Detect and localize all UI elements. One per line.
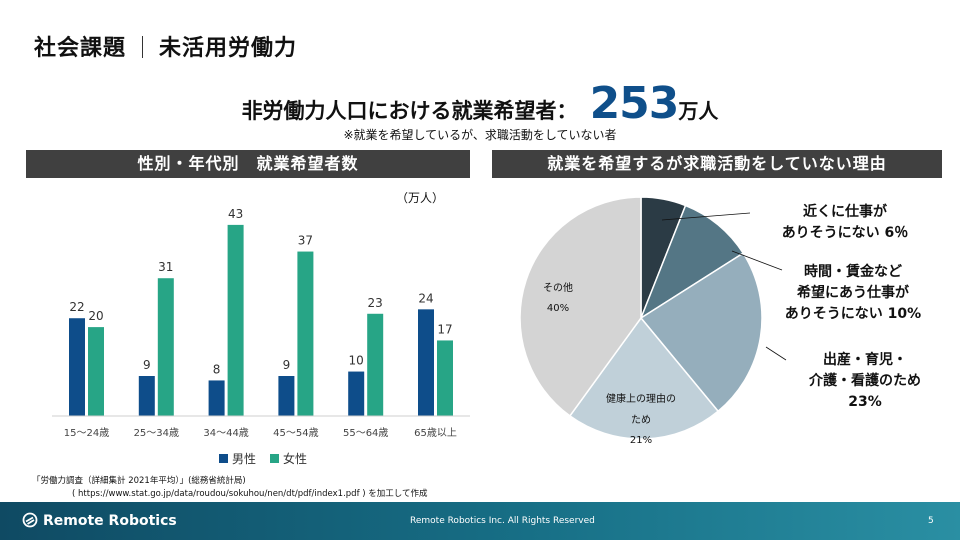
pie-label-line: 23% bbox=[848, 394, 882, 410]
x-tick-label: 34〜44歳 bbox=[203, 427, 248, 439]
legend-label-male: 男性 bbox=[232, 452, 256, 466]
pie-inner-label-health-name2: ため bbox=[631, 414, 651, 426]
bar-value-label: 8 bbox=[213, 362, 221, 376]
pie-label-conditions: 時間・賃金など 希望にあう仕事が ありそうにない 10% bbox=[758, 262, 948, 325]
pie-label-line: 介護・看護のため bbox=[809, 373, 921, 389]
pie-inner-label-health-name: 健康上の理由の bbox=[606, 392, 676, 405]
title-category: 社会課題 bbox=[34, 36, 127, 61]
x-tick-label: 25〜34歳 bbox=[134, 427, 179, 439]
bar-male bbox=[278, 376, 295, 416]
pie-chart: その他 40% 健康上の理由の ため 21% bbox=[519, 196, 787, 446]
pie-label-line: ありそうにない 6％ bbox=[781, 225, 909, 241]
legend-label-female: 女性 bbox=[283, 451, 307, 466]
bar-male bbox=[138, 376, 155, 416]
footer-copyright: Remote Robotics Inc. All Rights Reserved bbox=[410, 516, 595, 526]
pie-slice-3 bbox=[568, 316, 720, 440]
pie-label-line: ありそうにない 10% bbox=[784, 306, 922, 322]
bar-male bbox=[418, 309, 434, 416]
bar-male bbox=[69, 318, 85, 416]
bar-value-label: 17 bbox=[437, 322, 452, 336]
logo-text: Remote Robotics bbox=[43, 513, 177, 529]
bar-female bbox=[297, 251, 314, 416]
bar-value-label: 20 bbox=[88, 309, 103, 323]
pie-inner-label-other-name: その他 bbox=[543, 281, 573, 294]
x-tick-label: 55〜64歳 bbox=[343, 427, 388, 439]
bar-value-label: 10 bbox=[349, 354, 364, 368]
leader-line-2 bbox=[731, 250, 783, 271]
bar-value-label: 37 bbox=[298, 234, 313, 248]
headline-note: ※就業を希望しているが、求職活動をしていない者 bbox=[343, 128, 617, 142]
footer-logo: Remote Robotics bbox=[22, 512, 177, 529]
source-line-2: ( https://www.stat.go.jp/data/roudou/sok… bbox=[72, 489, 428, 499]
pie-inner-label-other-value: 40% bbox=[547, 303, 569, 314]
footer-bar bbox=[0, 502, 960, 540]
headline-unit: 万人 bbox=[678, 99, 719, 123]
pie-chart-header: 就業を希望するが求職活動をしていない理由 bbox=[492, 150, 942, 178]
pie-label-line: 出産・育児・ bbox=[823, 352, 907, 368]
bar-value-label: 43 bbox=[228, 207, 243, 221]
legend-swatch-female bbox=[270, 454, 279, 463]
bar-value-label: 22 bbox=[69, 300, 84, 314]
bar-legend: 男性 女性 bbox=[219, 451, 307, 466]
x-tick-label: 65歳以上 bbox=[414, 427, 457, 439]
bar-female bbox=[367, 313, 384, 416]
leader-line-3 bbox=[765, 346, 787, 361]
pie-slice-2 bbox=[639, 252, 763, 413]
bar-value-label: 24 bbox=[418, 291, 433, 305]
legend-swatch-male bbox=[219, 454, 228, 463]
pie-label-line: 近くに仕事が bbox=[803, 204, 887, 220]
bar-female bbox=[227, 224, 244, 416]
bar-value-label: 23 bbox=[368, 296, 383, 310]
pie-slice-4 bbox=[519, 196, 642, 417]
logo-icon bbox=[22, 512, 38, 528]
bar-chart: （万人） 22 20 9 31 8 43 9 37 10 23 24 17 15〜24歳 25〜34歳 3… bbox=[52, 191, 470, 466]
bar-male bbox=[208, 380, 225, 416]
bar-female bbox=[157, 278, 174, 416]
bar-value-label: 9 bbox=[283, 358, 291, 372]
bar-value-label: 31 bbox=[158, 260, 173, 274]
headline-value: 253 bbox=[589, 78, 680, 129]
pie-label-line: 希望にあう仕事が bbox=[797, 285, 909, 301]
bar-chart-header: 性別・年代別 就業希望者数 bbox=[26, 150, 470, 178]
headline: 非労働力人口における就業希望者： 253万人 bbox=[0, 78, 960, 129]
title-topic: 未活用労働力 bbox=[159, 36, 298, 61]
x-tick-label: 15〜24歳 bbox=[64, 427, 109, 439]
slide-title: 社会課題 未活用労働力 bbox=[34, 30, 297, 62]
page-number: 5 bbox=[928, 516, 934, 526]
bar-chart-unit-label: （万人） bbox=[396, 191, 444, 205]
title-divider bbox=[142, 36, 144, 58]
leader-line-1 bbox=[661, 212, 751, 221]
pie-label-nearby-jobs: 近くに仕事が ありそうにない 6％ bbox=[750, 202, 940, 244]
headline-text: 非労働力人口における就業希望者： bbox=[241, 99, 578, 123]
pie-label-care: 出産・育児・ 介護・看護のため 23% bbox=[770, 350, 960, 413]
pie-label-line: 時間・賃金など bbox=[804, 264, 902, 280]
bar-female bbox=[437, 340, 453, 416]
x-tick-label: 45〜54歳 bbox=[273, 427, 318, 439]
bar-female bbox=[88, 327, 104, 416]
source-line-1: 「労働力調査（詳細集計 2021年平均）」(総務省統計局) bbox=[32, 476, 246, 486]
pie-slice-1 bbox=[639, 204, 745, 320]
pie-inner-label-health-value: 21% bbox=[630, 435, 652, 446]
bar-value-label: 9 bbox=[143, 358, 151, 372]
bar-male bbox=[348, 371, 365, 416]
